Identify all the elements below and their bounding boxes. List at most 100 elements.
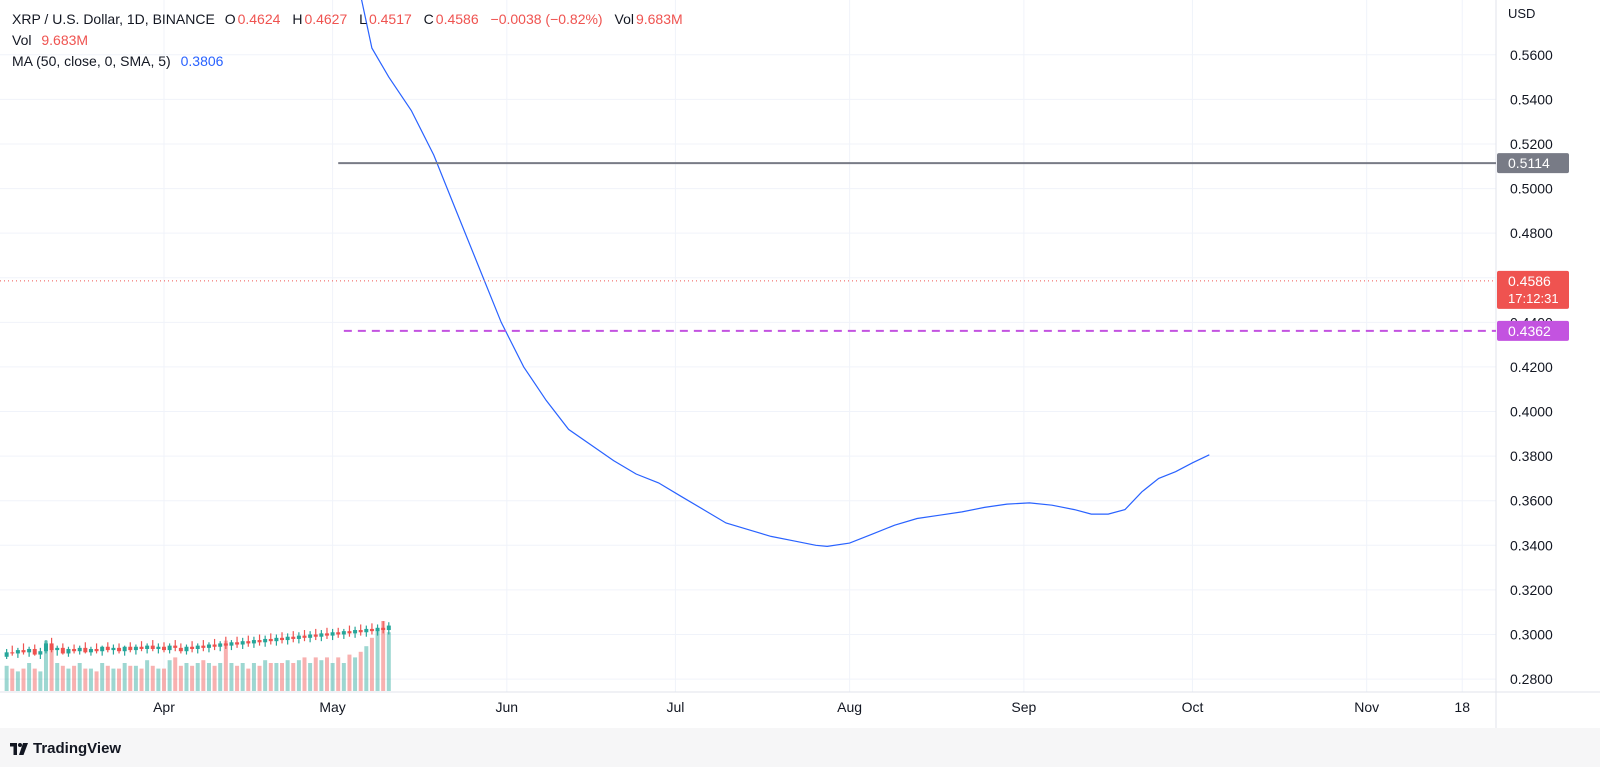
candle-body — [133, 646, 138, 651]
y-tick-label: 0.3800 — [1510, 448, 1553, 464]
volume-bar — [257, 665, 262, 691]
volume-bar — [353, 657, 358, 691]
open-value: 0.4624 — [237, 11, 281, 27]
close-key: C — [423, 11, 434, 27]
candle-body — [291, 636, 296, 639]
candle-body — [150, 645, 155, 649]
low-key: L — [359, 11, 367, 27]
volume-bar — [246, 668, 251, 691]
x-tick-label: Sep — [1011, 699, 1036, 715]
vol-key: Vol — [614, 11, 634, 27]
symbol-label[interactable]: XRP / U.S. Dollar, 1D, BINANCE — [12, 11, 215, 27]
candle-body — [83, 647, 88, 653]
candle-body — [167, 645, 172, 651]
volume-bar — [38, 671, 43, 691]
volume-bar — [184, 663, 189, 691]
candle-body — [341, 631, 346, 635]
volume-bar — [206, 663, 211, 691]
candle-body — [173, 645, 178, 648]
candle-body — [251, 640, 256, 644]
volume-bar — [369, 637, 374, 691]
candle-body — [88, 648, 93, 653]
tradingview-logo-icon — [10, 742, 28, 755]
y-tick-label: 0.4200 — [1510, 359, 1553, 375]
candle-body — [223, 643, 228, 646]
volume-indicator-label[interactable]: Vol — [12, 32, 32, 48]
candle-body — [128, 646, 133, 651]
volume-bar — [308, 663, 313, 691]
volume-bar — [347, 654, 352, 691]
volume-bar — [145, 660, 150, 691]
candle-body — [27, 648, 32, 653]
x-tick-label: May — [319, 699, 345, 715]
volume-bar — [212, 665, 217, 691]
volume-bar — [195, 663, 200, 691]
price-pin-label: 0.5114 — [1508, 155, 1550, 171]
y-tick-label: 0.4800 — [1510, 225, 1553, 241]
candle-body — [240, 641, 245, 645]
candle-body — [336, 632, 341, 635]
volume-bar — [358, 651, 363, 691]
volume-bar — [381, 621, 386, 691]
candle-body — [117, 647, 122, 652]
x-tick-label: Oct — [1182, 699, 1204, 715]
volume-bar — [150, 665, 155, 691]
volume-bar — [55, 663, 60, 691]
volume-bar — [218, 663, 223, 691]
candle-body — [274, 637, 279, 642]
candle-body — [111, 647, 116, 651]
candle-body — [94, 648, 99, 652]
candle-body — [218, 643, 223, 647]
price-pin-support — [1497, 320, 1569, 341]
volume-bar — [330, 663, 335, 691]
x-tick-label: Jun — [496, 699, 519, 715]
candle-body — [178, 647, 183, 652]
candle-body — [122, 646, 127, 652]
x-tick-label: Apr — [153, 699, 175, 715]
x-tick-label: Nov — [1354, 699, 1379, 715]
candle-body — [72, 648, 77, 652]
candle-body — [330, 632, 335, 636]
candlestick-chart: USD 0.2800 0.3000 0.3200 0.3400 0.3600 0.3800 0… — [0, 0, 1600, 728]
y-tick-label: 0.3600 — [1510, 493, 1553, 509]
volume-bar — [280, 663, 285, 691]
candle-body — [43, 643, 48, 652]
tradingview-logo[interactable]: TradingView — [10, 740, 121, 757]
y-tick-label: 0.3400 — [1510, 537, 1553, 553]
price-pin-label: 0.4586 — [1508, 273, 1551, 289]
candle-body — [105, 646, 110, 651]
y-tick-label: 0.4000 — [1510, 404, 1553, 420]
volume-bar — [229, 663, 234, 691]
vol-value: 9.683M — [635, 11, 683, 27]
ma-indicator-value: 0.3806 — [180, 53, 224, 69]
high-key: H — [292, 11, 303, 27]
close-value: 0.4586 — [435, 11, 479, 27]
candle-body — [347, 631, 352, 634]
volume-bar — [128, 665, 133, 691]
candle-body — [246, 641, 251, 644]
y-tick-label: 0.2800 — [1510, 671, 1553, 687]
volume-bar — [268, 663, 273, 691]
ma-indicator-label[interactable]: MA (50, close, 0, SMA, 5) — [12, 53, 171, 69]
candle-body — [201, 645, 206, 648]
volume-bar — [15, 671, 20, 691]
volume-bar — [88, 668, 93, 691]
x-tick-label: Aug — [837, 699, 862, 715]
y-tick-label: 0.5200 — [1510, 136, 1553, 152]
volume-bar — [72, 665, 77, 691]
candle-body — [32, 648, 37, 655]
candle-body — [308, 634, 313, 638]
price-pin-countdown: 17:12:31 — [1508, 291, 1559, 306]
volume-bar — [49, 646, 54, 691]
chart-legend: XRP / U.S. Dollar, 1D, BINANCE O 0.4624 H… — [12, 9, 691, 72]
volume-bar — [139, 668, 144, 691]
y-tick-label: 0.3200 — [1510, 582, 1553, 598]
volume-bar — [336, 657, 341, 691]
volume-bar — [178, 665, 183, 691]
volume-bar — [296, 660, 301, 691]
price-pin-label: 0.4362 — [1508, 323, 1551, 339]
candle-body — [285, 636, 290, 641]
volume-bar — [291, 663, 296, 691]
candle-body — [21, 650, 26, 653]
volume-bar — [190, 665, 195, 691]
